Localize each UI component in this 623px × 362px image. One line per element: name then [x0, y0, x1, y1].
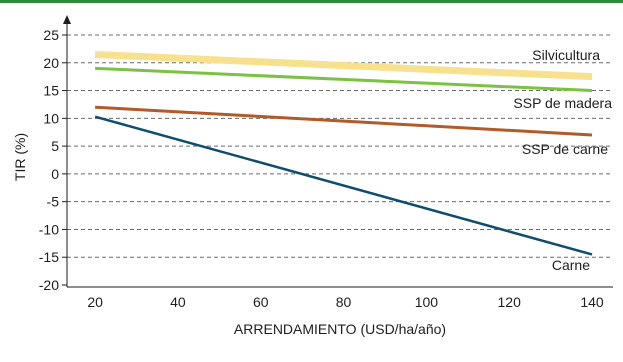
series-label: SSP de carne — [522, 141, 608, 157]
y-tick-label: 10 — [43, 110, 59, 126]
y-tick-label: -20 — [39, 277, 59, 293]
y-axis-arrow — [63, 15, 71, 24]
x-tick-label: 140 — [580, 294, 604, 310]
y-axis-title: TIR (%) — [12, 133, 28, 181]
series-line — [94, 115, 593, 256]
series-label: Carne — [552, 257, 590, 273]
series-lines — [94, 50, 593, 256]
x-tick-label: 100 — [415, 294, 439, 310]
y-tick-label: -10 — [39, 221, 59, 237]
x-tick-label: 60 — [253, 294, 269, 310]
x-tick-label: 20 — [87, 294, 103, 310]
y-tick-label: 25 — [43, 27, 59, 43]
x-tick-label: 80 — [336, 294, 352, 310]
y-tick-label: -15 — [39, 249, 59, 265]
y-tick-label: -5 — [47, 194, 60, 210]
y-tick-label: 0 — [51, 166, 59, 182]
gridlines — [67, 34, 613, 258]
chart-top-rule — [0, 0, 623, 3]
series-labels: Silvicultura SSP de madera SSP de carne Car… — [513, 47, 612, 273]
series-label: SSP de madera — [513, 95, 612, 111]
axes: 25 20 15 10 5 0 -5 -10 -15 -20 20 40 60 80 100 120 140 — [39, 15, 613, 310]
y-tick-label: 20 — [43, 55, 59, 71]
series-line — [95, 105, 593, 137]
x-tick-label: 120 — [498, 294, 522, 310]
y-tick-label: 15 — [43, 83, 59, 99]
series-line — [95, 66, 593, 93]
series-line — [94, 50, 593, 81]
series-label: Silvicultura — [532, 47, 600, 63]
y-tick-label: 5 — [51, 138, 59, 154]
x-axis-title: ARRENDAMIENTO (USD/ha/año) — [234, 321, 446, 337]
x-tick-label: 40 — [170, 294, 186, 310]
